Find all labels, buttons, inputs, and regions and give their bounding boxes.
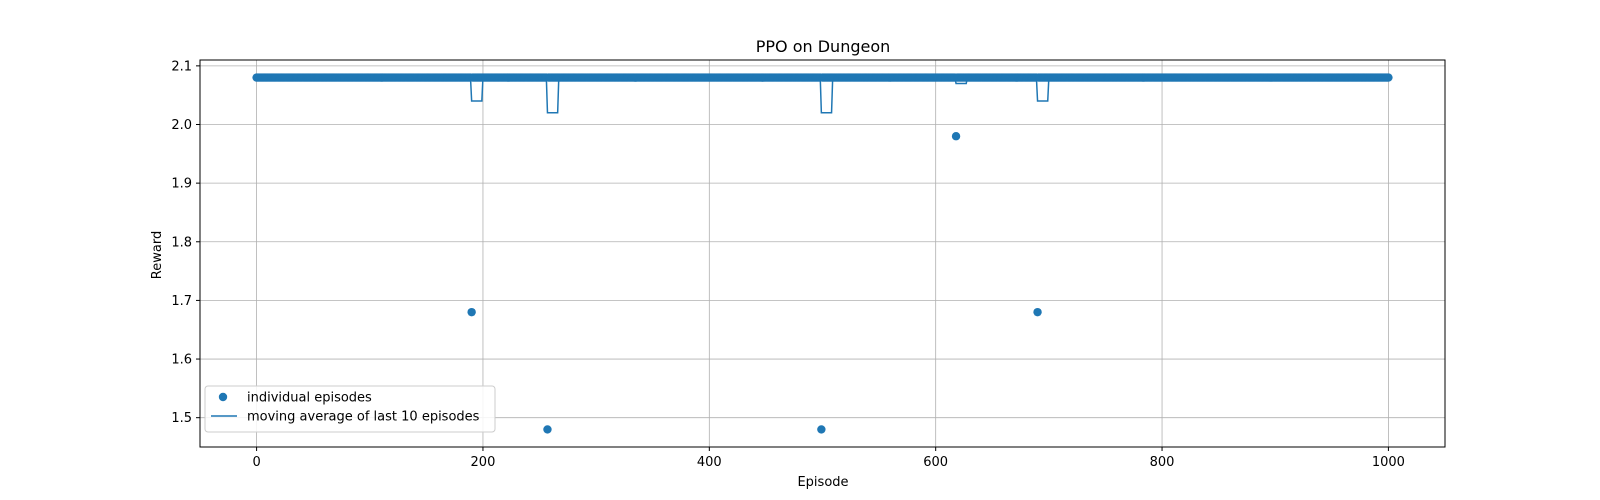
moving-average-line	[256, 76, 1389, 114]
x-tick-label: 0	[252, 455, 260, 470]
episode-point	[467, 307, 476, 317]
y-tick-label: 2.0	[171, 118, 192, 133]
episode-point	[1033, 307, 1042, 317]
y-tick-label: 1.5	[171, 411, 192, 426]
ticks: 0 200 400 600 800 1000 1.5 1.6 1.7 1.8 1.9 2.0 2.1	[171, 59, 1405, 470]
episode-point	[543, 425, 552, 434]
legend-label-moving-average: moving average of last 10 episodes	[247, 410, 480, 425]
legend: individual episodes moving average of las…	[204, 385, 496, 433]
episode-point	[817, 425, 826, 434]
legend-label-individual-episodes: individual episodes	[247, 391, 372, 406]
y-tick-label: 2.1	[171, 59, 192, 74]
y-tick-label: 1.7	[171, 294, 192, 309]
y-tick-label: 1.6	[171, 353, 192, 368]
x-tick-label: 1000	[1372, 455, 1405, 470]
y-tick-label: 1.8	[171, 235, 192, 250]
x-axis-label: Episode	[797, 475, 848, 490]
episode-point	[1384, 73, 1393, 82]
x-tick-label: 400	[697, 455, 722, 470]
chart-title: PPO on Dungeon	[756, 37, 891, 56]
x-tick-label: 200	[471, 455, 496, 470]
y-tick-label: 1.9	[171, 177, 192, 192]
x-tick-label: 600	[923, 455, 948, 470]
x-tick-label: 800	[1150, 455, 1175, 470]
episode-point	[951, 132, 961, 141]
legend-marker-individual-episodes	[218, 392, 228, 402]
plot-area	[199, 59, 1446, 448]
y-axis-label: Reward	[150, 231, 165, 279]
legend-box	[204, 385, 496, 433]
